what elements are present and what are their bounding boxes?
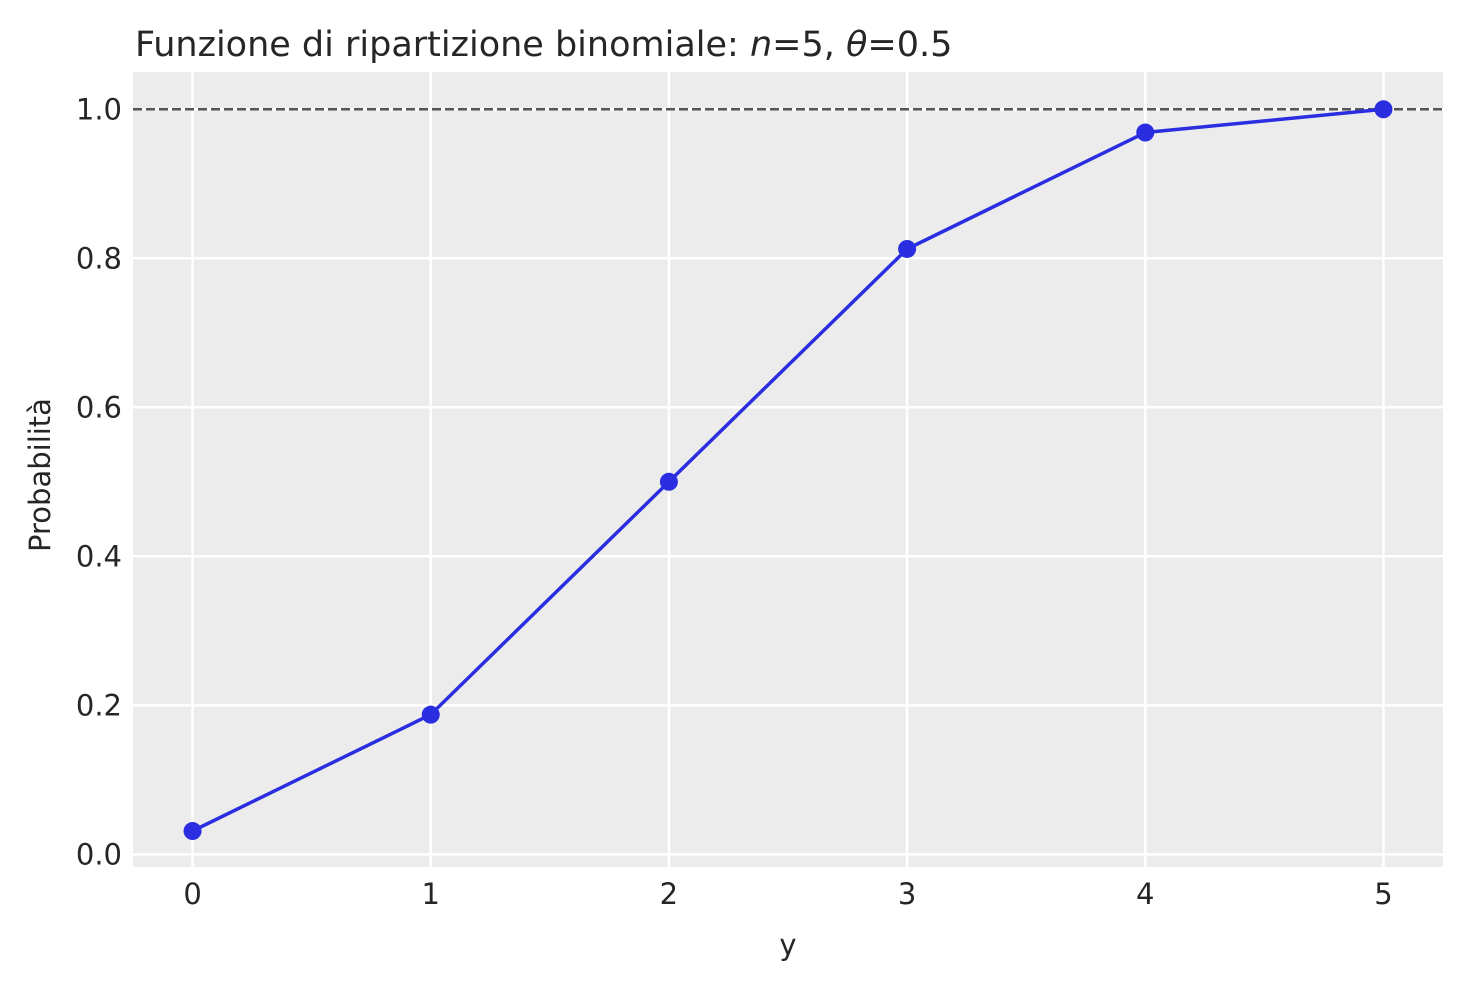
y-tick-label: 0.6 bbox=[76, 390, 122, 424]
x-axis-label: y bbox=[779, 928, 796, 962]
data-point bbox=[659, 472, 678, 491]
y-tick-label: 1.0 bbox=[76, 92, 122, 126]
x-tick-label: 1 bbox=[422, 877, 440, 911]
title-part: =5, bbox=[772, 25, 846, 65]
data-point bbox=[183, 822, 202, 841]
x-tick-label: 3 bbox=[898, 877, 916, 911]
title-part: θ bbox=[846, 25, 867, 65]
y-tick-label: 0.2 bbox=[76, 688, 122, 722]
data-point bbox=[1136, 123, 1155, 142]
y-axis-label: Probabilità bbox=[23, 398, 57, 552]
data-point bbox=[421, 705, 440, 724]
data-point bbox=[898, 239, 917, 258]
y-tick-label: 0.0 bbox=[76, 837, 122, 871]
data-point bbox=[1374, 100, 1393, 119]
title-part: n bbox=[750, 25, 772, 65]
grid bbox=[133, 72, 1443, 867]
y-tick-labels: 0.0 0.2 0.4 0.6 0.8 1.0 bbox=[76, 92, 122, 871]
chart-title: Funzione di ripartizione binomiale: n=5,… bbox=[135, 25, 952, 65]
x-tick-labels: 0 1 2 3 4 5 bbox=[183, 877, 1392, 911]
y-tick-label: 0.8 bbox=[76, 241, 122, 275]
x-tick-label: 0 bbox=[183, 877, 201, 911]
title-part: Funzione di ripartizione binomiale: bbox=[135, 25, 750, 65]
title-part: =0.5 bbox=[867, 25, 952, 65]
x-tick-label: 2 bbox=[660, 877, 678, 911]
x-tick-label: 5 bbox=[1374, 877, 1392, 911]
y-tick-label: 0.4 bbox=[76, 539, 122, 573]
series-line bbox=[191, 107, 1384, 833]
series-layer bbox=[183, 100, 1393, 841]
x-tick-label: 4 bbox=[1136, 877, 1154, 911]
plot-background bbox=[133, 72, 1443, 867]
